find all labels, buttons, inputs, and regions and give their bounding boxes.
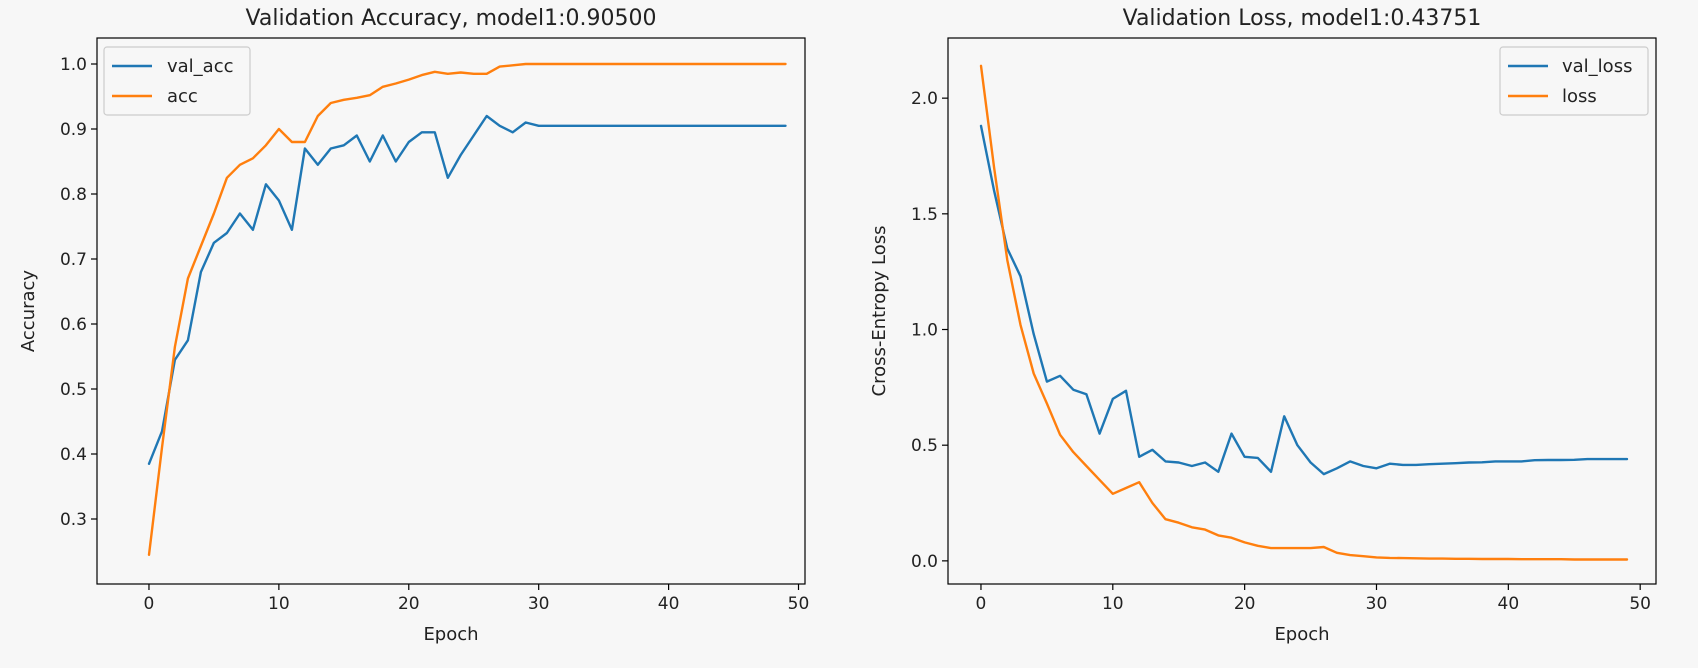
loss-x-axis-label: Epoch <box>1274 624 1329 645</box>
accuracy-y-tick-label: 0.3 <box>60 510 87 530</box>
accuracy-x-tick-label: 50 <box>788 594 810 614</box>
accuracy-y-tick-label: 1.0 <box>60 55 87 75</box>
accuracy-y-tick-label: 0.7 <box>60 250 87 270</box>
accuracy-legend-label-2: acc <box>167 86 198 107</box>
loss-y-tick-label: 1.0 <box>911 321 938 341</box>
loss-chart: Validation Loss, model1:0.43751 Epoch Cr… <box>869 6 1657 645</box>
loss-plot-area <box>947 37 1657 585</box>
loss-line-val-loss <box>979 124 1629 476</box>
loss-chart-title: Validation Loss, model1:0.43751 <box>1123 6 1482 31</box>
accuracy-y-tick-label: 0.6 <box>60 315 87 335</box>
accuracy-y-tick-label: 0.8 <box>60 185 87 205</box>
loss-y-tick-label: 1.5 <box>911 205 938 225</box>
accuracy-y-tick-label: 0.5 <box>60 380 87 400</box>
accuracy-y-tick-label: 0.4 <box>60 445 87 465</box>
accuracy-chart-title: Validation Accuracy, model1:0.90500 <box>246 6 657 31</box>
accuracy-y-axis-label: Accuracy <box>18 270 39 353</box>
accuracy-legend-box <box>103 46 251 116</box>
accuracy-x-tick-label: 10 <box>268 594 290 614</box>
loss-y-tick-label: 0.5 <box>911 436 938 456</box>
accuracy-x-tick-label: 40 <box>658 594 680 614</box>
accuracy-x-axis-label: Epoch <box>423 624 478 645</box>
loss-line-loss <box>979 64 1629 561</box>
accuracy-legend: val_acc acc <box>103 46 251 116</box>
accuracy-legend-label-1: val_acc <box>167 56 234 77</box>
accuracy-x-tick-label: 20 <box>398 594 420 614</box>
loss-x-tick-label: 30 <box>1366 594 1388 614</box>
accuracy-x-tick-label: 0 <box>144 594 155 614</box>
accuracy-x-tick-label: 30 <box>528 594 550 614</box>
accuracy-x-ticks: 0 10 20 30 40 50 <box>144 584 810 614</box>
accuracy-y-ticks: 0.3 0.4 0.5 0.6 0.7 0.8 0.9 1.0 <box>60 55 97 530</box>
accuracy-series <box>147 62 787 556</box>
accuracy-chart: Validation Accuracy, model1:0.90500 Epoc… <box>18 6 809 645</box>
accuracy-y-tick-label: 0.9 <box>60 120 87 140</box>
loss-x-tick-label: 50 <box>1629 594 1651 614</box>
loss-x-tick-label: 0 <box>976 594 987 614</box>
loss-y-tick-label: 2.0 <box>911 89 938 109</box>
loss-x-tick-label: 20 <box>1234 594 1256 614</box>
loss-x-tick-label: 10 <box>1102 594 1124 614</box>
loss-legend: val_loss loss <box>1499 46 1649 116</box>
accuracy-line-acc <box>147 62 787 556</box>
loss-y-tick-label: 0.0 <box>911 552 938 572</box>
accuracy-plot-area <box>96 37 806 585</box>
loss-x-ticks: 0 10 20 30 40 50 <box>976 584 1651 614</box>
loss-y-axis-label: Cross-Entropy Loss <box>869 226 890 397</box>
loss-series <box>979 64 1629 561</box>
loss-legend-box <box>1499 46 1649 116</box>
accuracy-line-val-acc <box>147 114 787 465</box>
loss-y-ticks: 0.0 0.5 1.0 1.5 2.0 <box>911 89 948 572</box>
loss-legend-label-2: loss <box>1562 86 1597 107</box>
loss-x-tick-label: 40 <box>1498 594 1520 614</box>
loss-legend-label-1: val_loss <box>1562 56 1632 77</box>
